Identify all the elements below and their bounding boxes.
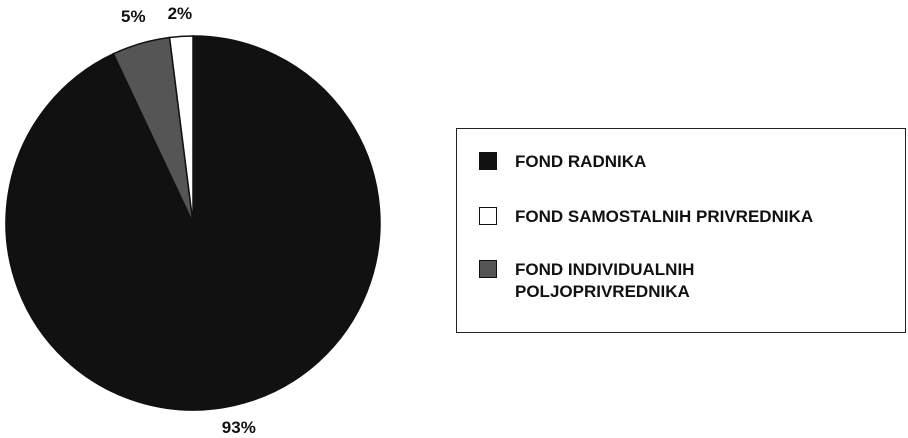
legend-item-radnika: FOND RADNIKA [479, 151, 875, 173]
label-5: 5% [120, 7, 146, 27]
legend-item-samostalnih: FOND SAMOSTALNIH PRIVREDNIKA [479, 206, 875, 228]
legend-swatch-individualnih [479, 260, 497, 278]
legend-label-samostalnih: FOND SAMOSTALNIH PRIVREDNIKA [515, 207, 814, 226]
legend: FOND RADNIKA FOND SAMOSTALNIH PRIVREDNIK… [456, 128, 906, 333]
legend-item-individualnih: FOND INDIVIDUALNIH POLJOPRIVREDNIKA [479, 259, 875, 303]
label-2: 2% [167, 4, 193, 24]
legend-swatch-radnika [479, 152, 497, 170]
legend-label-individualnih: FOND INDIVIDUALNIH POLJOPRIVREDNIKA [515, 260, 695, 301]
legend-swatch-samostalnih [479, 207, 497, 225]
slice-samostalnih [168, 35, 194, 224]
legend-label-radnika: FOND RADNIKA [515, 152, 647, 171]
label-93: 93% [221, 417, 256, 437]
